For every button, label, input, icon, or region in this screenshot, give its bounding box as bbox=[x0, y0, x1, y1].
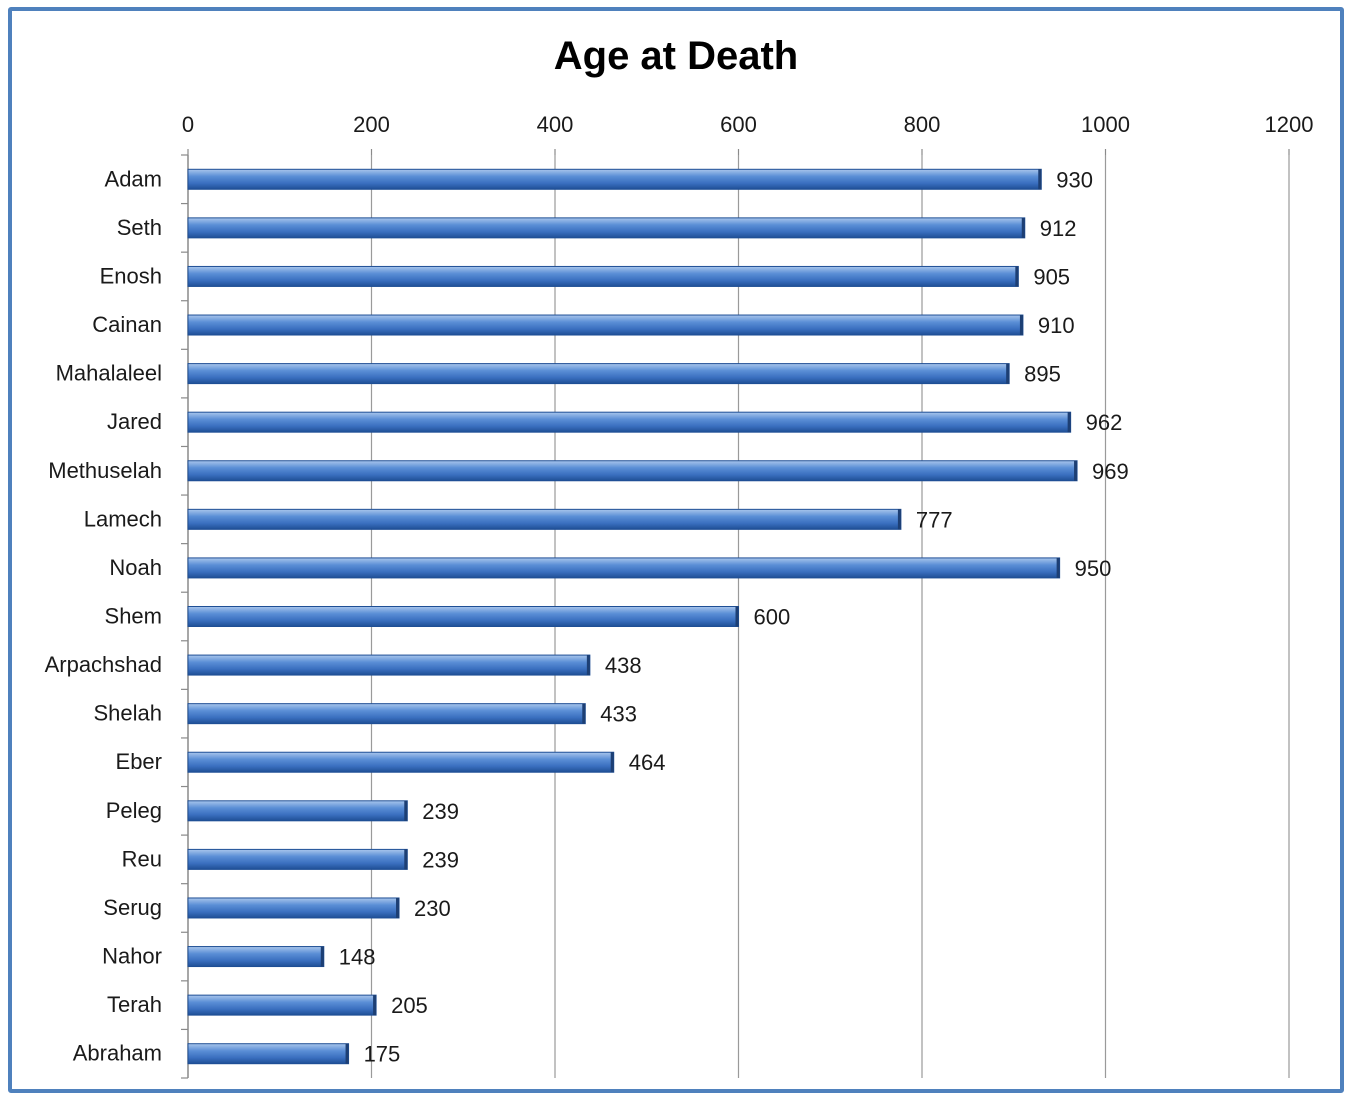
data-label: 905 bbox=[1033, 264, 1070, 289]
data-label: 438 bbox=[605, 653, 642, 678]
bars bbox=[187, 168, 1078, 1065]
bar-end bbox=[586, 655, 590, 676]
bar bbox=[187, 606, 739, 627]
data-label: 464 bbox=[629, 750, 666, 775]
category-label: Jared bbox=[107, 409, 162, 434]
data-label: 895 bbox=[1024, 362, 1061, 387]
bar-end bbox=[1019, 315, 1023, 336]
category-label: Cainan bbox=[92, 312, 162, 337]
bar bbox=[187, 751, 615, 773]
category-label: Nahor bbox=[102, 944, 162, 969]
axes: 0 200 400 600 800 1000 1200 bbox=[181, 112, 1314, 1079]
bar bbox=[187, 557, 1061, 579]
bar-end bbox=[897, 509, 901, 530]
bar bbox=[187, 168, 1042, 190]
category-label: Adam bbox=[105, 166, 162, 191]
bar-end bbox=[582, 703, 586, 724]
chart-title: Age at Death bbox=[553, 34, 799, 78]
category-label: Lamech bbox=[84, 506, 162, 531]
data-label: 433 bbox=[600, 702, 637, 727]
data-label: 969 bbox=[1092, 459, 1129, 484]
x-tick-label: 800 bbox=[904, 112, 941, 137]
category-label: Peleg bbox=[106, 798, 162, 823]
bar bbox=[187, 265, 1019, 287]
bar bbox=[187, 848, 408, 870]
bar bbox=[187, 800, 408, 822]
data-label: 930 bbox=[1056, 167, 1093, 192]
category-label: Terah bbox=[107, 992, 162, 1017]
data-label: 175 bbox=[364, 1042, 401, 1067]
data-label: 205 bbox=[391, 993, 428, 1018]
bar bbox=[187, 314, 1024, 336]
bar bbox=[187, 897, 400, 919]
labels: Adam 930 Seth 912 Enosh 905 Cainan 910 Mahalalee… bbox=[45, 166, 1129, 1066]
bar bbox=[187, 411, 1072, 433]
bar-end bbox=[1006, 363, 1010, 384]
bar-end bbox=[1021, 217, 1025, 238]
bar bbox=[187, 946, 325, 968]
x-tick-label: 200 bbox=[353, 112, 390, 137]
bar-end bbox=[735, 606, 739, 627]
bar-end bbox=[345, 1043, 349, 1064]
x-tick-label: 1200 bbox=[1265, 112, 1314, 137]
data-label: 148 bbox=[339, 945, 376, 970]
data-label: 600 bbox=[754, 605, 791, 630]
category-label: Shelah bbox=[93, 701, 162, 726]
category-label: Enosh bbox=[100, 263, 162, 288]
bar-end bbox=[320, 946, 324, 967]
data-label: 777 bbox=[916, 507, 953, 532]
category-label: Arpachshad bbox=[45, 652, 162, 677]
category-label: Methuselah bbox=[48, 458, 162, 483]
bar-end bbox=[1074, 460, 1078, 481]
bar bbox=[187, 994, 377, 1016]
bar-end bbox=[1038, 169, 1042, 190]
bar bbox=[187, 703, 586, 725]
data-label: 230 bbox=[414, 896, 451, 921]
x-tick-label: 1000 bbox=[1081, 112, 1130, 137]
category-label: Shem bbox=[105, 604, 162, 629]
bar bbox=[187, 1043, 350, 1065]
category-label: Noah bbox=[109, 555, 162, 580]
bar bbox=[187, 654, 591, 676]
bar bbox=[187, 460, 1078, 482]
data-label: 910 bbox=[1038, 313, 1075, 338]
data-label: 962 bbox=[1086, 410, 1123, 435]
category-label: Reu bbox=[122, 846, 162, 871]
bar-end bbox=[610, 752, 614, 773]
category-label: Serug bbox=[103, 895, 162, 920]
data-label: 239 bbox=[422, 799, 459, 824]
bar-end bbox=[404, 800, 408, 821]
x-tick-label: 400 bbox=[537, 112, 574, 137]
data-label: 912 bbox=[1040, 216, 1077, 241]
bar-end bbox=[404, 849, 408, 870]
category-label: Mahalaleel bbox=[56, 361, 162, 386]
bar bbox=[187, 508, 902, 530]
bar bbox=[187, 363, 1010, 385]
bar-end bbox=[396, 897, 400, 918]
bar-end bbox=[373, 995, 377, 1016]
category-label: Eber bbox=[116, 749, 162, 774]
data-label: 950 bbox=[1075, 556, 1112, 581]
bar-end bbox=[1067, 412, 1071, 433]
bar bbox=[187, 217, 1026, 239]
bar-end bbox=[1015, 266, 1019, 287]
data-label: 239 bbox=[422, 847, 459, 872]
x-tick-label: 600 bbox=[720, 112, 757, 137]
x-tick-label: 0 bbox=[182, 112, 194, 137]
bar-end bbox=[1056, 557, 1060, 578]
category-label: Abraham bbox=[73, 1041, 162, 1066]
category-label: Seth bbox=[117, 215, 162, 240]
